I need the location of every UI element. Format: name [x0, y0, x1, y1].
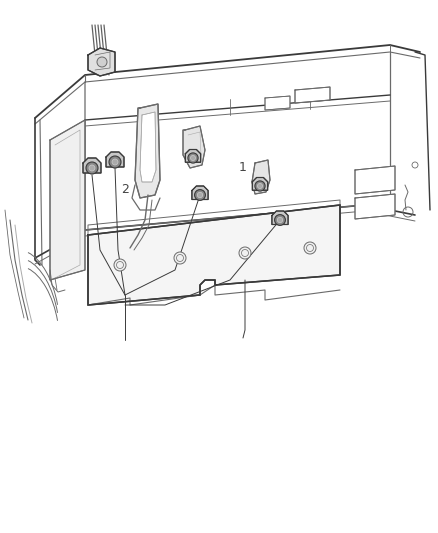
Circle shape	[174, 252, 186, 264]
Polygon shape	[88, 205, 340, 305]
Circle shape	[194, 190, 205, 200]
Circle shape	[255, 181, 265, 191]
Text: 2: 2	[121, 183, 129, 196]
Polygon shape	[192, 186, 208, 199]
Circle shape	[89, 165, 95, 171]
Circle shape	[112, 159, 118, 165]
Circle shape	[277, 217, 283, 223]
Polygon shape	[252, 177, 268, 190]
Polygon shape	[106, 152, 124, 167]
Polygon shape	[183, 126, 205, 168]
Polygon shape	[185, 149, 201, 162]
Polygon shape	[272, 211, 288, 224]
Circle shape	[86, 162, 98, 174]
Text: 1: 1	[239, 161, 247, 174]
Circle shape	[97, 57, 107, 67]
Circle shape	[258, 183, 262, 189]
Polygon shape	[252, 160, 270, 194]
Circle shape	[109, 156, 121, 168]
Polygon shape	[295, 87, 330, 103]
Circle shape	[114, 259, 126, 271]
Circle shape	[304, 242, 316, 254]
Circle shape	[197, 192, 203, 198]
Polygon shape	[50, 120, 85, 280]
Polygon shape	[355, 194, 395, 219]
Polygon shape	[88, 48, 115, 76]
Polygon shape	[140, 112, 156, 182]
Circle shape	[239, 247, 251, 259]
Circle shape	[188, 153, 198, 163]
Polygon shape	[355, 166, 395, 194]
Polygon shape	[135, 104, 160, 198]
Circle shape	[191, 156, 195, 160]
Circle shape	[275, 215, 286, 225]
Polygon shape	[83, 158, 101, 173]
Polygon shape	[265, 96, 290, 110]
